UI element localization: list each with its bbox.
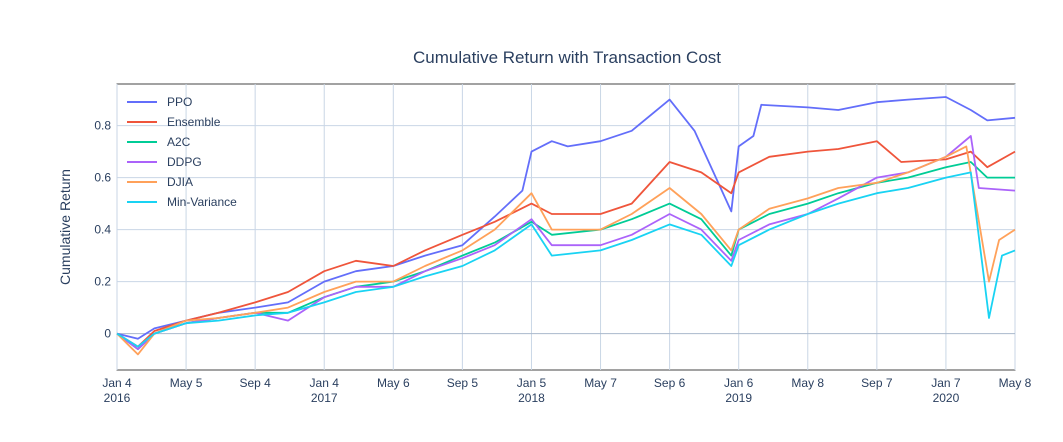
x-tick-label: May 8 [999,376,1032,390]
legend-item[interactable]: DDPG [127,155,202,169]
y-tick-label: 0.2 [94,275,111,289]
y-axis-ticks: 0 0.2 0.4 0.6 0.8 [94,119,111,341]
x-tick-label: May 7 [584,376,617,390]
x-tick-label: Sep 4 [239,376,271,390]
series-line-ensemble [116,140,1016,348]
legend-label: DJIA [167,175,193,189]
series-line-min-variance [116,171,1016,348]
legend-item[interactable]: Ensemble [127,115,221,129]
y-tick-label: 0.6 [94,171,111,185]
legend-label: DDPG [167,155,202,169]
x-tick-label: Jan 4 [102,376,132,390]
legend-label: Ensemble [167,115,221,129]
x-tick-label: Sep 7 [861,376,893,390]
series-lines [116,96,1016,356]
x-tick-label: May 5 [170,376,203,390]
chart-title: Cumulative Return with Transaction Cost [413,48,721,67]
plot-frame [116,83,1016,371]
y-tick-label: 0 [104,327,111,341]
series-line-djia [116,145,1016,356]
x-tick-year: 2019 [725,391,752,405]
y-axis-title: Cumulative Return [57,169,73,285]
legend: PPO Ensemble A2C DDPG DJIA Min-Variance [127,95,237,209]
y-tick-label: 0.8 [94,119,111,133]
x-tick-year: 2017 [311,391,338,405]
legend-label: Min-Variance [167,195,237,209]
legend-item[interactable]: Min-Variance [127,195,237,209]
grid-lines [116,84,1016,370]
legend-item[interactable]: A2C [127,135,191,149]
legend-label: PPO [167,95,192,109]
x-tick-label: May 8 [791,376,824,390]
plot-area [116,83,1016,371]
x-tick-label: Sep 6 [654,376,686,390]
x-tick-year: 2016 [104,391,131,405]
x-tick-label: May 6 [377,376,410,390]
x-tick-label: Jan 7 [931,376,961,390]
y-tick-label: 0.4 [94,223,111,237]
legend-item[interactable]: DJIA [127,175,193,189]
x-tick-label: Sep 5 [447,376,479,390]
series-line-ppo [116,96,1016,340]
legend-label: A2C [167,135,191,149]
x-tick-label: Jan 5 [517,376,547,390]
x-tick-year: 2018 [518,391,545,405]
x-tick-label: Jan 6 [724,376,754,390]
legend-item[interactable]: PPO [127,95,192,109]
x-tick-label: Jan 4 [310,376,340,390]
x-tick-year: 2020 [933,391,960,405]
